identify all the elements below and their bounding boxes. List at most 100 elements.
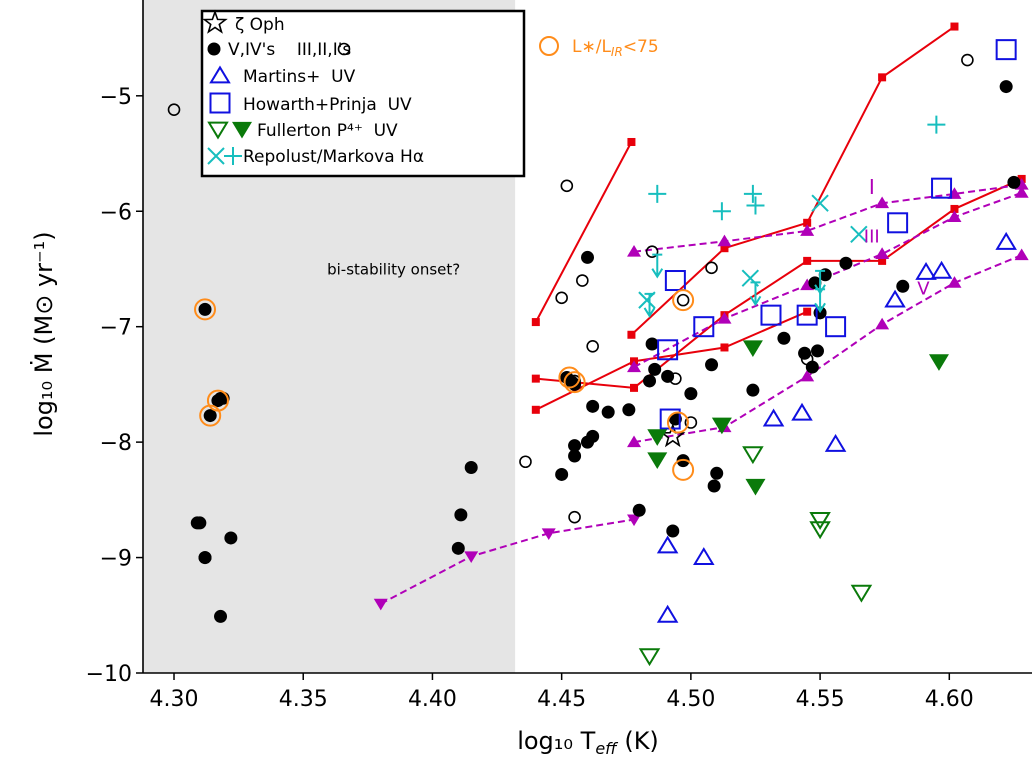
triangle-up-open-series-4-point xyxy=(884,289,906,308)
model-line-7-point xyxy=(627,435,642,448)
legend-label-howarth: Howarth+Prinja UV xyxy=(243,95,412,115)
circle-open-series-11-point xyxy=(206,389,229,412)
legend-label-v-iv-iii-ii-i: V,IV's III,II,I's xyxy=(228,40,351,60)
square-open-series-5-point xyxy=(887,212,909,234)
model-line-1-point xyxy=(531,318,540,327)
model-line-1 xyxy=(534,141,633,323)
model-line-2-point xyxy=(803,218,812,227)
model-line-5-point xyxy=(800,224,815,236)
dot-open-series-2-point xyxy=(214,391,227,405)
x-tick-label: 4.35 xyxy=(279,687,328,712)
x-tick-label: 4.40 xyxy=(408,687,457,712)
model-line-3-point xyxy=(950,204,959,213)
dot-filled-series-1-point xyxy=(710,466,724,480)
square-open-series-5-point xyxy=(796,304,818,326)
luminosity-ratio-label-tail: <75 xyxy=(623,37,659,57)
model-line-6-point xyxy=(1014,186,1029,198)
model-line-5-point xyxy=(627,245,642,257)
model-line-3-point xyxy=(531,374,540,383)
circle-open-series-11-point xyxy=(672,289,695,312)
dot-open-series-2-point xyxy=(669,372,682,385)
model-line-4-point xyxy=(531,405,540,414)
dot-open-series-2-point xyxy=(800,352,814,366)
dot-open-series-2-point xyxy=(576,274,589,287)
model-line-3-point xyxy=(630,383,639,392)
model-line-5 xyxy=(633,183,1022,253)
model-line-6-point xyxy=(717,311,732,324)
square-open-series-5-point xyxy=(995,39,1017,61)
circle-open-series-11-point xyxy=(558,366,581,389)
plus-series-8-point xyxy=(746,196,765,215)
triangle-down-filled-series-6-point xyxy=(647,429,668,446)
legend-markers xyxy=(202,9,351,165)
triangle-down-open-series-7-point xyxy=(809,512,831,530)
dot-filled-series-1-point xyxy=(705,358,719,372)
errbar-down-series-10-point xyxy=(651,253,664,279)
dot-open-series-2-point xyxy=(581,435,594,449)
model-line-2-point xyxy=(720,244,729,253)
model-line-4-point xyxy=(803,307,812,316)
dot-filled-series-1-point xyxy=(645,337,659,351)
dot-filled-series-1-point xyxy=(581,250,594,264)
y-tick-label: −7 xyxy=(100,316,132,341)
errbar-down-series-10-point xyxy=(643,292,656,318)
dot-filled-series-1-point xyxy=(632,503,646,517)
annotation-4: V xyxy=(917,278,930,299)
dot-filled-series-1-point xyxy=(798,346,812,360)
legend-label-zeta-oph: ζ Oph xyxy=(235,15,285,35)
x-tick-label: 4.55 xyxy=(796,687,845,712)
legend-frame xyxy=(200,9,526,178)
legend-triangle-up-icon xyxy=(209,65,231,84)
dot-filled-series-1-point xyxy=(198,551,212,565)
dot-open-series-2-point xyxy=(705,261,718,275)
model-line-2-point xyxy=(627,330,636,339)
legend-label-fullerton: Fullerton P⁴⁺ UV xyxy=(257,121,398,141)
y-tick-label: −9 xyxy=(100,547,132,572)
model-line-1-point xyxy=(627,137,636,146)
dot-filled-series-1-point xyxy=(601,405,615,419)
legend-open-dot-icon xyxy=(337,42,351,56)
plus-series-8-point xyxy=(927,115,946,134)
model-line-2-point xyxy=(878,73,887,82)
dot-open-series-2-point xyxy=(167,103,181,116)
model-line-8-point xyxy=(627,514,642,527)
x-axis-title: log₁₀ Teff (K) xyxy=(517,727,659,758)
dot-filled-series-1-point xyxy=(190,516,204,530)
triangle-up-open-series-4-point xyxy=(995,231,1017,250)
model-line-5-point xyxy=(875,196,890,209)
triangle-down-filled-series-6-point xyxy=(711,417,732,435)
dot-filled-series-1-point xyxy=(999,80,1013,94)
triangle-up-open-series-4-point xyxy=(791,402,813,421)
dot-filled-series-1-point xyxy=(568,449,582,463)
x-series-9-point xyxy=(811,194,829,212)
square-open-series-5-point xyxy=(760,304,782,326)
triangle-up-open-series-4-point xyxy=(693,547,715,565)
x-tick-label: 4.60 xyxy=(925,687,974,712)
y-axis-title: log₁₀ Ṁ (M⊙ yr⁻¹) xyxy=(29,231,58,436)
dot-filled-series-1-point xyxy=(648,362,662,376)
dot-filled-series-1-point xyxy=(684,387,698,401)
dot-filled-series-1-point xyxy=(451,541,465,555)
plus-series-8-point xyxy=(743,184,762,203)
circle-open-series-11-point xyxy=(194,298,217,321)
model-line-7-point xyxy=(875,317,890,330)
triangle-up-open-series-4-point xyxy=(656,535,679,554)
triangle-up-open-series-4-point xyxy=(915,261,937,280)
triangle-up-open-series-4-point xyxy=(824,433,847,452)
triangle-down-filled-series-6-point xyxy=(745,478,766,496)
x-tick-label: 4.50 xyxy=(666,687,715,712)
dot-open-series-2-point xyxy=(560,179,574,193)
dot-filled-series-1-point xyxy=(643,374,657,388)
dot-filled-series-1-point xyxy=(746,383,760,397)
model-line-8-point xyxy=(541,528,556,540)
circle-open-series-11-point xyxy=(672,458,695,481)
triangle-down-filled-series-6-point xyxy=(647,452,668,469)
triangle-down-open-series-7-point xyxy=(742,446,764,465)
model-line-8-point xyxy=(373,598,388,611)
triangle-up-open-series-4-point xyxy=(656,604,679,623)
legend-x-icon xyxy=(207,147,225,165)
square-open-series-5-point xyxy=(931,177,953,199)
square-open-series-5-point xyxy=(657,339,679,361)
